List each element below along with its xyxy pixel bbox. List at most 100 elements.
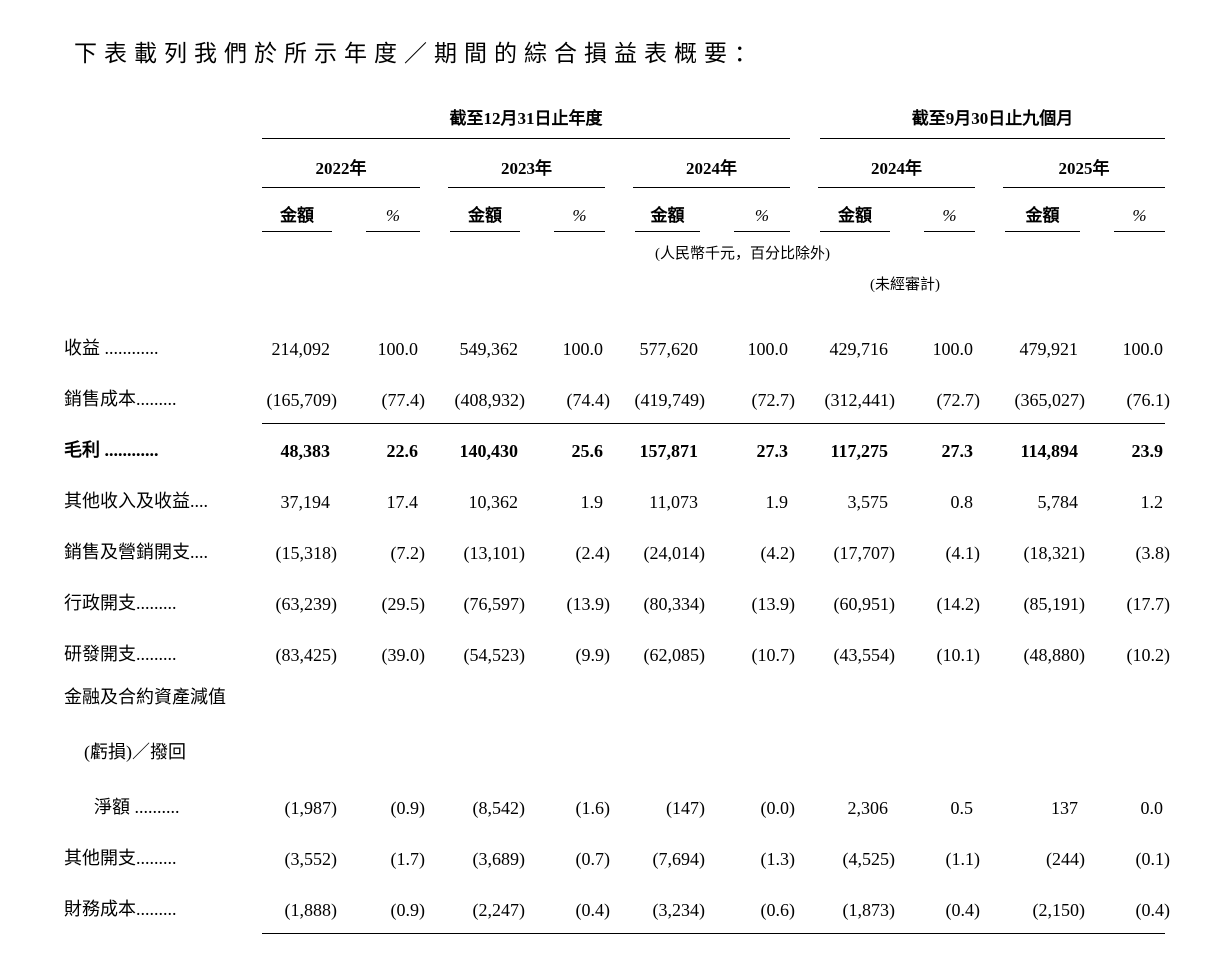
cell-value: 137 xyxy=(1051,798,1078,818)
cell-value: 114,894 xyxy=(1020,441,1078,461)
amount-header: 金額 xyxy=(975,188,1080,232)
income-statement-table: 截至12月31日止年度 截至9月30日止九個月 2022年 2023年 2024… xyxy=(64,104,1171,934)
cell-value: 1.9 xyxy=(765,492,789,512)
cell-value: (0.7) xyxy=(575,849,611,869)
row-label-line: 銷售成本......... xyxy=(64,389,177,409)
cell-value: 549,362 xyxy=(459,339,519,359)
cell-value: 17.4 xyxy=(386,492,419,512)
cell-value: (43,554) xyxy=(833,645,896,665)
year-header-2023: 2023年 xyxy=(420,139,605,188)
cell-value: 27.3 xyxy=(756,441,789,461)
cell-value: (1,873) xyxy=(790,882,895,934)
cell-value: 214,092 xyxy=(271,339,331,359)
cell-value: (60,951) xyxy=(833,594,896,614)
cell-value: (0.9) xyxy=(390,798,426,818)
cell-value: (1,888) xyxy=(262,882,337,934)
cell-value: 11,073 xyxy=(649,492,698,512)
cell-value: 5,784 xyxy=(1037,492,1079,512)
cell-value: 140,430 xyxy=(459,441,519,461)
cell-value: (74.4) xyxy=(520,372,610,424)
cell-value: (10.7) xyxy=(751,645,796,665)
cell-value: 479,921 xyxy=(1019,339,1079,359)
cell-value: (408,932) xyxy=(420,372,525,424)
cell-value: (13,101) xyxy=(463,543,526,563)
row-label: 行政開支......... xyxy=(64,576,262,627)
row-label-line: 銷售及營銷開支.... xyxy=(64,542,208,562)
cell-value: 22.6 xyxy=(386,441,419,461)
cell-value: (76.1) xyxy=(1080,372,1170,424)
cell-value: 0.8 xyxy=(950,492,974,512)
cell-value: (54,523) xyxy=(463,645,526,665)
cell-value: (18,321) xyxy=(1023,543,1086,563)
cell-value: (2,150) xyxy=(975,882,1085,934)
cell-value: 117,275 xyxy=(830,441,888,461)
cell-value: (83,425) xyxy=(275,645,338,665)
column-group-ninemonths-label: 截至9月30日止九個月 xyxy=(820,104,1165,139)
cell-value: 23.9 xyxy=(1131,441,1164,461)
row-label: 其他開支......... xyxy=(64,831,262,882)
cell-value: (10.1) xyxy=(936,645,981,665)
cell-value: (3.8) xyxy=(1135,543,1171,563)
cell-value: (365,027) xyxy=(975,372,1085,424)
cell-value: 48,383 xyxy=(280,441,331,461)
cell-value: (0.9) xyxy=(332,882,425,934)
percent-header: % xyxy=(520,188,605,232)
currency-note: (人民幣千元，百分比除外) xyxy=(655,246,830,262)
table-row: 研發開支......... (83,425) (39.0) (54,523) (9.9)… xyxy=(64,627,1171,678)
cell-value: (0.4) xyxy=(520,882,610,934)
cell-value: (10.2) xyxy=(1126,645,1171,665)
cell-value: (1.7) xyxy=(390,849,426,869)
table-row: 金融及合約資產減值 (虧損)／撥回 淨額 .......... (1,987) (0.9… xyxy=(64,678,1165,831)
cell-value: (2,247) xyxy=(420,882,525,934)
cell-value: (0.0) xyxy=(760,798,796,818)
percent-header: % xyxy=(890,188,975,232)
cell-value: (4.1) xyxy=(945,543,981,563)
row-label-line: 其他收入及收益.... xyxy=(64,491,208,511)
cell-value: 429,716 xyxy=(829,339,889,359)
cell-value: 100.0 xyxy=(1122,339,1164,359)
cell-value: (14.2) xyxy=(936,594,981,614)
table-row: 收益 ............ 214,092 100.0 549,362 100.0 5… xyxy=(64,294,1165,372)
cell-value: 3,575 xyxy=(847,492,889,512)
cell-value: (85,191) xyxy=(1023,594,1086,614)
cell-value: 100.0 xyxy=(747,339,789,359)
row-label-line: 研發開支......... xyxy=(64,644,177,664)
amount-header: 金額 xyxy=(605,188,700,232)
table-row: 財務成本......... (1,888) (0.9) (2,247) (0.4) (3,… xyxy=(64,882,1170,934)
row-label-line: 收益 ............ xyxy=(64,338,159,358)
cell-value: (7.2) xyxy=(390,543,426,563)
table-row: 其他開支......... (3,552) (1.7) (3,689) (0.7) (7,… xyxy=(64,831,1170,882)
row-label: 收益 ............ xyxy=(64,294,262,372)
table-row: 其他收入及收益.... 37,194 17.4 10,362 1.9 11,073 1.9 3… xyxy=(64,474,1165,525)
group-header-row: 截至12月31日止年度 截至9月30日止九個月 xyxy=(64,104,1165,139)
column-group-annual: 截至12月31日止年度 xyxy=(262,104,790,139)
row-label: 研發開支......... xyxy=(64,627,262,678)
cell-value: (3,234) xyxy=(605,882,705,934)
cell-value: 1.9 xyxy=(580,492,604,512)
cell-value: 157,871 xyxy=(639,441,699,461)
cell-value: (1.1) xyxy=(945,849,981,869)
year-header-9m2024: 2024年 xyxy=(790,139,975,188)
amount-header: 金額 xyxy=(420,188,520,232)
cell-value: (80,334) xyxy=(643,594,706,614)
cell-value: 10,362 xyxy=(468,492,519,512)
cell-value: (312,441) xyxy=(790,372,895,424)
cell-value: (63,239) xyxy=(275,594,338,614)
cell-value: (8,542) xyxy=(472,798,526,818)
cell-value: (7,694) xyxy=(652,849,706,869)
cell-value: (3,689) xyxy=(472,849,526,869)
amount-header: 金額 xyxy=(262,188,332,232)
year-header-9m2025: 2025年 xyxy=(975,139,1165,188)
table-row: 行政開支......... (63,239) (29.5) (76,597) (13.9… xyxy=(64,576,1170,627)
cell-value: (13.9) xyxy=(566,594,611,614)
cell-value: 0.5 xyxy=(950,798,974,818)
cell-value: (77.4) xyxy=(332,372,425,424)
row-label-line: 淨額 .......... xyxy=(94,797,180,817)
row-label-line: (虧損)／撥回 xyxy=(84,742,186,762)
row-label-line: 其他開支......... xyxy=(64,848,177,868)
label-column-header xyxy=(64,104,262,139)
cell-value: (13.9) xyxy=(751,594,796,614)
percent-header: % xyxy=(332,188,420,232)
cell-value: (4.2) xyxy=(760,543,796,563)
cell-value: (48,880) xyxy=(1023,645,1086,665)
